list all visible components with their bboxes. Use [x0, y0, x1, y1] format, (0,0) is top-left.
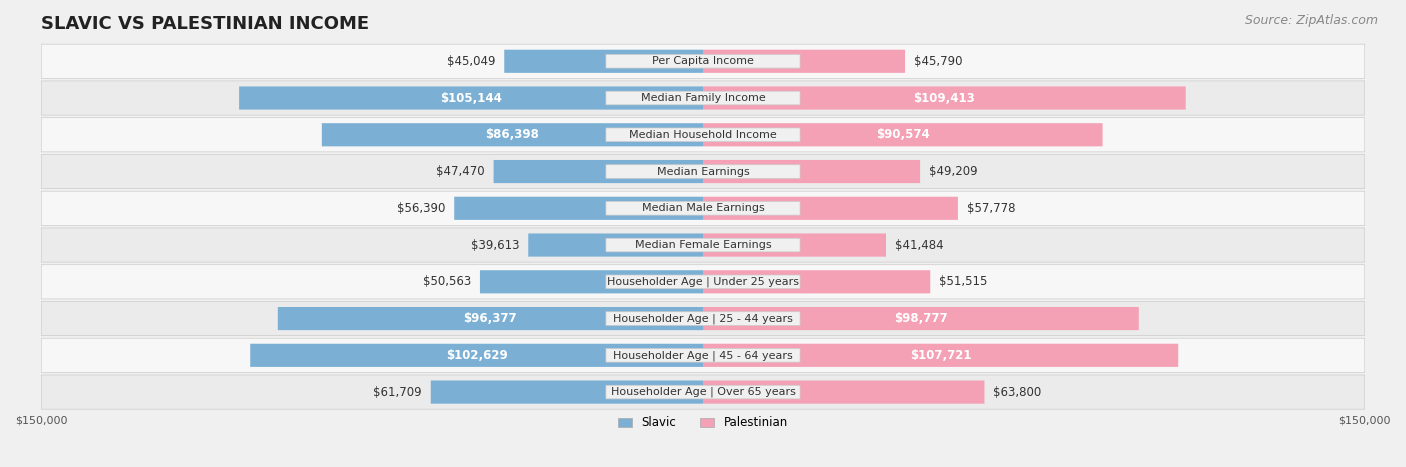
Text: Source: ZipAtlas.com: Source: ZipAtlas.com	[1244, 14, 1378, 27]
FancyBboxPatch shape	[41, 155, 1365, 189]
FancyBboxPatch shape	[239, 86, 703, 110]
FancyBboxPatch shape	[529, 234, 703, 257]
Text: $45,049: $45,049	[447, 55, 495, 68]
Text: SLAVIC VS PALESTINIAN INCOME: SLAVIC VS PALESTINIAN INCOME	[41, 15, 370, 33]
Text: Median Male Earnings: Median Male Earnings	[641, 203, 765, 213]
FancyBboxPatch shape	[703, 123, 1102, 146]
Legend: Slavic, Palestinian: Slavic, Palestinian	[613, 411, 793, 434]
FancyBboxPatch shape	[41, 191, 1365, 226]
FancyBboxPatch shape	[606, 385, 800, 399]
FancyBboxPatch shape	[250, 344, 703, 367]
FancyBboxPatch shape	[606, 312, 800, 325]
Text: $90,574: $90,574	[876, 128, 929, 142]
FancyBboxPatch shape	[278, 307, 703, 330]
Text: $47,470: $47,470	[436, 165, 485, 178]
FancyBboxPatch shape	[505, 50, 703, 73]
Text: $49,209: $49,209	[929, 165, 977, 178]
FancyBboxPatch shape	[703, 197, 957, 220]
Text: $102,629: $102,629	[446, 349, 508, 362]
FancyBboxPatch shape	[703, 344, 1178, 367]
FancyBboxPatch shape	[606, 165, 800, 178]
FancyBboxPatch shape	[606, 275, 800, 289]
FancyBboxPatch shape	[479, 270, 703, 293]
Text: Householder Age | Under 25 years: Householder Age | Under 25 years	[607, 276, 799, 287]
Text: Per Capita Income: Per Capita Income	[652, 56, 754, 66]
FancyBboxPatch shape	[322, 123, 703, 146]
Text: $56,390: $56,390	[396, 202, 446, 215]
FancyBboxPatch shape	[703, 50, 905, 73]
FancyBboxPatch shape	[703, 381, 984, 403]
FancyBboxPatch shape	[41, 338, 1365, 372]
FancyBboxPatch shape	[41, 302, 1365, 336]
Text: $96,377: $96,377	[464, 312, 517, 325]
Text: $41,484: $41,484	[894, 239, 943, 252]
Text: Median Family Income: Median Family Income	[641, 93, 765, 103]
FancyBboxPatch shape	[41, 228, 1365, 262]
FancyBboxPatch shape	[606, 55, 800, 68]
Text: $57,778: $57,778	[967, 202, 1015, 215]
FancyBboxPatch shape	[606, 128, 800, 142]
FancyBboxPatch shape	[606, 348, 800, 362]
FancyBboxPatch shape	[703, 270, 931, 293]
FancyBboxPatch shape	[454, 197, 703, 220]
Text: $63,800: $63,800	[993, 386, 1042, 398]
FancyBboxPatch shape	[606, 91, 800, 105]
Text: Householder Age | 45 - 64 years: Householder Age | 45 - 64 years	[613, 350, 793, 361]
FancyBboxPatch shape	[41, 375, 1365, 409]
Text: $107,721: $107,721	[910, 349, 972, 362]
Text: Median Earnings: Median Earnings	[657, 167, 749, 177]
Text: $86,398: $86,398	[485, 128, 540, 142]
FancyBboxPatch shape	[606, 201, 800, 215]
Text: Median Female Earnings: Median Female Earnings	[634, 240, 772, 250]
Text: $61,709: $61,709	[374, 386, 422, 398]
Text: $45,790: $45,790	[914, 55, 962, 68]
Text: Householder Age | Over 65 years: Householder Age | Over 65 years	[610, 387, 796, 397]
FancyBboxPatch shape	[41, 265, 1365, 299]
Text: Median Household Income: Median Household Income	[628, 130, 778, 140]
Text: $39,613: $39,613	[471, 239, 519, 252]
Text: Householder Age | 25 - 44 years: Householder Age | 25 - 44 years	[613, 313, 793, 324]
FancyBboxPatch shape	[494, 160, 703, 183]
Text: $50,563: $50,563	[423, 276, 471, 288]
FancyBboxPatch shape	[703, 307, 1139, 330]
FancyBboxPatch shape	[41, 81, 1365, 115]
FancyBboxPatch shape	[703, 86, 1185, 110]
FancyBboxPatch shape	[703, 234, 886, 257]
FancyBboxPatch shape	[606, 238, 800, 252]
Text: $51,515: $51,515	[939, 276, 987, 288]
Text: $98,777: $98,777	[894, 312, 948, 325]
Text: $105,144: $105,144	[440, 92, 502, 105]
FancyBboxPatch shape	[430, 381, 703, 403]
Text: $109,413: $109,413	[914, 92, 976, 105]
FancyBboxPatch shape	[41, 44, 1365, 78]
FancyBboxPatch shape	[703, 160, 920, 183]
FancyBboxPatch shape	[41, 118, 1365, 152]
